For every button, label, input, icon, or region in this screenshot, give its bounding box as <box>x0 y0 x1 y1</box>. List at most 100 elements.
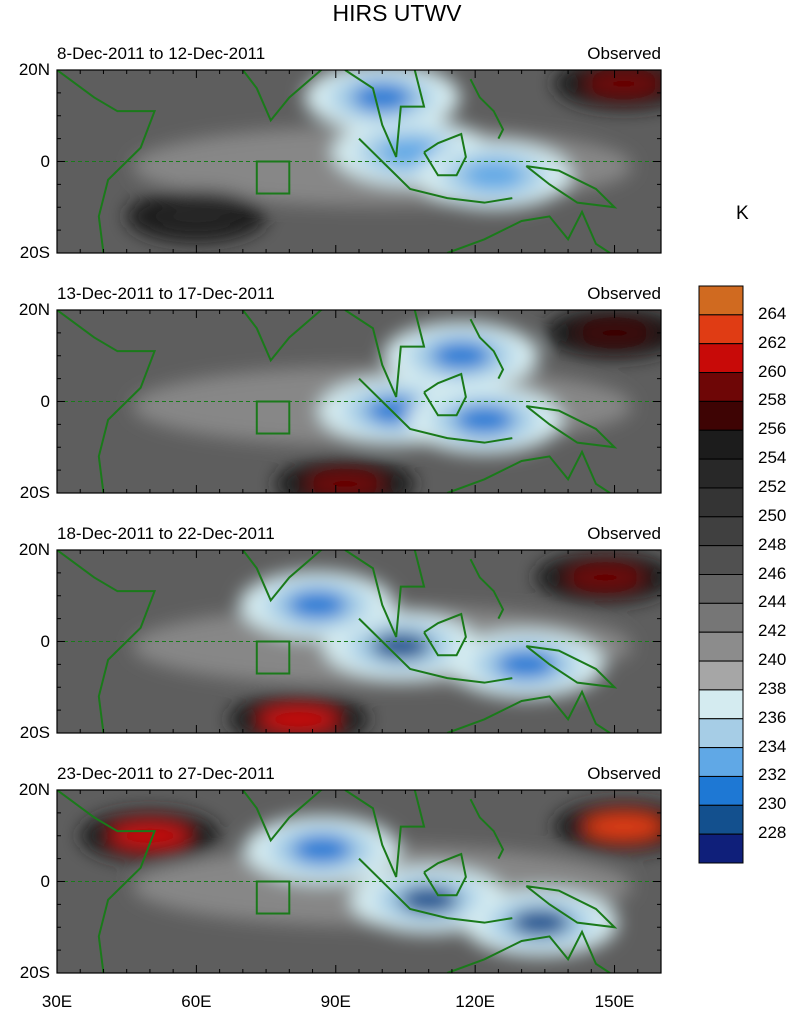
india-coast <box>242 310 323 363</box>
panel-3-field <box>57 550 661 733</box>
panel-1-period: 8-Dec-2011 to 12-Dec-2011 <box>57 44 266 63</box>
colorbar-label: 262 <box>758 332 787 352</box>
x-tick-label: 30E <box>41 992 73 1011</box>
colorbar-swatch <box>698 660 744 691</box>
colorbar-swatch <box>698 516 744 547</box>
moist-region-core <box>370 632 431 661</box>
indochina-coast <box>344 310 426 398</box>
borneo-coast <box>423 852 467 897</box>
colorbar-label: 236 <box>758 707 787 727</box>
coastline <box>57 70 618 253</box>
y-tick-label: 20S <box>19 483 50 502</box>
moist-region-core <box>291 835 352 864</box>
dry-region-core <box>258 706 339 733</box>
colorbar-swatch <box>698 602 744 633</box>
moist-region-core <box>398 885 459 914</box>
africa-coast <box>57 550 157 733</box>
new-guinea-coast <box>525 645 618 689</box>
dry-region-core <box>156 203 237 230</box>
colorbar-swatch <box>698 400 744 431</box>
sumatra-java-coast <box>358 617 513 684</box>
coastline <box>57 550 618 733</box>
colorbar-label: 238 <box>758 678 787 698</box>
x-tick-label: 90E <box>320 992 351 1011</box>
colorbar-label: 230 <box>758 794 787 814</box>
colorbar-label: 240 <box>758 650 787 670</box>
moist-region-core <box>510 908 571 937</box>
sumatra-java-coast <box>358 137 513 204</box>
colorbar-label: 244 <box>758 592 787 612</box>
colorbar-swatch <box>698 458 744 489</box>
y-tick-label: 20S <box>19 723 50 742</box>
figure-title: HIRS UTWV <box>332 0 462 26</box>
australia-coast <box>446 689 611 733</box>
moist-region-core <box>454 405 515 434</box>
africa-coast <box>57 310 157 493</box>
colorbar-swatch <box>698 631 744 662</box>
panel-4-period: 23-Dec-2011 to 27-Dec-2011 <box>57 764 275 783</box>
colorbar-swatch <box>698 689 744 720</box>
australia-coast <box>446 929 611 973</box>
dry-region-core <box>574 319 655 346</box>
australia-coast <box>446 209 611 253</box>
y-tick-label: 0 <box>40 391 50 411</box>
colorbar-label: 248 <box>758 534 787 554</box>
y-tick-label: 20N <box>18 540 50 559</box>
panel-4-field <box>57 790 661 973</box>
x-tick-label: 60E <box>181 992 212 1011</box>
moist-region-core <box>431 341 492 370</box>
region-box <box>255 400 291 435</box>
india-coast <box>242 550 323 603</box>
borneo-coast <box>423 132 467 177</box>
y-tick-label: 20N <box>18 60 50 79</box>
colorbar-swatch <box>698 574 744 604</box>
x-tick-label: 120E <box>455 992 495 1011</box>
colorbar-swatch <box>698 545 744 576</box>
india-coast <box>242 790 323 843</box>
indochina-coast <box>344 790 426 878</box>
borneo-coast <box>423 372 467 417</box>
sumatra-java-coast <box>358 377 513 444</box>
borneo-coast <box>423 612 467 657</box>
panel-2-period: 13-Dec-2011 to 17-Dec-2011 <box>57 284 275 303</box>
y-tick-label: 20N <box>18 300 50 319</box>
y-tick-label: 20S <box>19 243 50 262</box>
india-coast <box>242 70 323 123</box>
colorbar-swatch <box>698 833 744 864</box>
y-tick-label: 20N <box>18 780 50 799</box>
colorbar-label: 242 <box>758 621 787 641</box>
colorbar-swatch <box>698 804 744 835</box>
y-tick-label: 0 <box>40 871 50 891</box>
colorbar-swatch <box>698 718 744 749</box>
dry-region-core <box>565 564 646 591</box>
africa-coast <box>57 70 157 253</box>
colorbar-label: 232 <box>758 765 787 785</box>
coastline <box>57 310 618 493</box>
coastline <box>57 790 618 973</box>
y-tick-label: 20S <box>19 963 50 982</box>
new-guinea-coast <box>525 885 618 929</box>
moist-region-core <box>352 83 413 112</box>
panel-3-period: 18-Dec-2011 to 22-Dec-2011 <box>57 524 275 543</box>
colorbar-label: 254 <box>758 448 787 468</box>
panel-1-label: Observed <box>587 44 661 63</box>
colorbar-label: 246 <box>758 563 787 583</box>
region-box <box>255 640 291 675</box>
dry-region-core <box>583 813 661 840</box>
indochina-coast <box>344 550 426 638</box>
colorbar-swatch <box>698 285 744 316</box>
colorbar-label: 252 <box>758 476 787 496</box>
panel-3-label: Observed <box>587 524 661 543</box>
x-tick-label: 150E <box>594 992 635 1011</box>
colorbar-unit: K <box>736 203 749 224</box>
colorbar-label: 234 <box>758 736 787 756</box>
colorbar-swatch <box>698 487 744 518</box>
colorbar-label: 258 <box>758 390 787 410</box>
panel-1-field <box>57 70 661 253</box>
colorbar-swatch <box>698 429 744 460</box>
sumatra-java-coast <box>358 857 513 924</box>
australia-coast <box>446 449 611 493</box>
philippines-coast <box>469 318 505 380</box>
colorbar-swatch <box>698 372 744 402</box>
region-box <box>255 880 291 915</box>
